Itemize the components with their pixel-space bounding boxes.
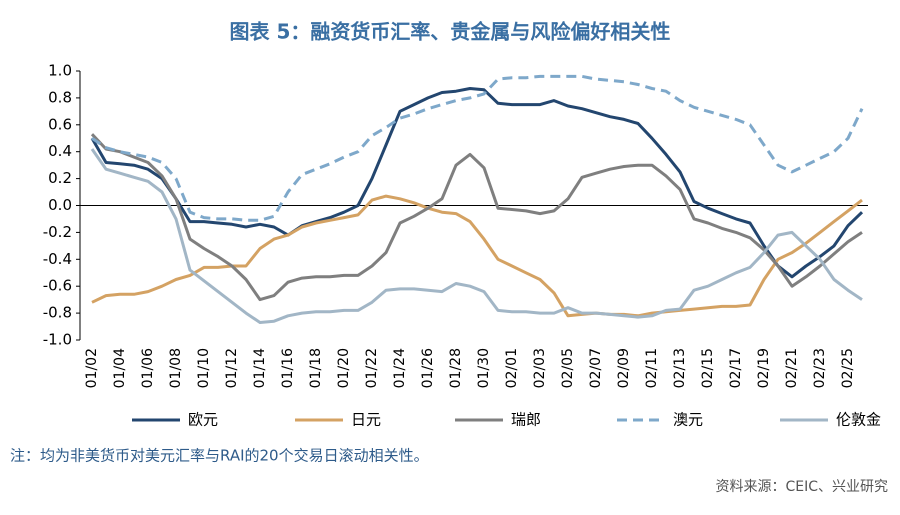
x-tick-label: 01/28 xyxy=(448,348,464,388)
x-tick-label: 02/21 xyxy=(784,348,800,388)
y-tick-label: 0.4 xyxy=(48,142,72,160)
x-tick-label: 01/06 xyxy=(140,348,156,388)
y-tick-label: 0.2 xyxy=(48,169,72,187)
x-tick-label: 01/08 xyxy=(168,348,184,388)
y-tick-label: 0.6 xyxy=(48,115,72,133)
x-tick-label: 02/25 xyxy=(840,348,856,388)
y-tick-label: 1.0 xyxy=(48,62,72,80)
series-line xyxy=(90,133,863,302)
note: 注：均为非美货币对美元汇率与RAI的20个交易日滚动相关性。 xyxy=(10,447,429,465)
x-tick-label: 02/07 xyxy=(588,348,604,388)
y-tick-label: 0.8 xyxy=(48,88,72,106)
x-tick-label: 01/16 xyxy=(280,348,296,388)
x-tick-label: 01/14 xyxy=(252,348,268,388)
x-tick-label: 02/11 xyxy=(644,348,660,388)
y-tick-label: -0.6 xyxy=(43,277,72,295)
legend-label: 欧元 xyxy=(188,411,218,429)
legend-label: 澳元 xyxy=(673,411,703,429)
x-tick-label: 02/15 xyxy=(700,348,716,388)
x-tick-label: 01/22 xyxy=(364,348,380,388)
x-tick-label: 01/24 xyxy=(392,348,408,388)
x-tick-label: 02/05 xyxy=(560,348,576,388)
x-tick-label: 01/10 xyxy=(196,348,212,388)
series-line xyxy=(91,74,864,222)
y-tick-label: 0.0 xyxy=(48,196,72,214)
x-tick-label: 01/30 xyxy=(476,348,492,388)
series-line xyxy=(90,148,863,324)
x-tick-label: 02/13 xyxy=(672,348,688,388)
x-tick-label: 01/20 xyxy=(336,348,352,388)
x-tick-label: 02/03 xyxy=(532,348,548,388)
series-line xyxy=(90,87,864,279)
legend-label: 伦敦金 xyxy=(836,411,881,429)
x-tick-label: 01/04 xyxy=(112,348,128,388)
x-tick-label: 02/19 xyxy=(756,348,772,388)
x-tick-label: 02/01 xyxy=(504,348,520,388)
series-line xyxy=(91,194,863,318)
legend-label: 日元 xyxy=(351,411,381,429)
source: 资料来源：CEIC、兴业研究 xyxy=(715,479,888,495)
y-tick-label: -0.4 xyxy=(43,250,72,268)
x-tick-label: 02/23 xyxy=(812,348,828,388)
x-tick-label: 02/17 xyxy=(728,348,744,388)
x-tick-label: 01/26 xyxy=(420,348,436,388)
chart-title: 图表 5：融资货币汇率、贵金属与风险偏好相关性 xyxy=(230,20,671,44)
legend-label: 瑞郎 xyxy=(511,411,541,429)
x-tick-label: 02/09 xyxy=(616,348,632,388)
y-tick-label: -1.0 xyxy=(43,331,72,349)
x-tick-label: 01/18 xyxy=(308,348,324,388)
y-tick-label: -0.8 xyxy=(43,304,72,322)
x-tick-label: 01/02 xyxy=(84,348,100,388)
y-tick-label: -0.2 xyxy=(43,223,72,241)
x-tick-label: 01/12 xyxy=(224,348,240,388)
